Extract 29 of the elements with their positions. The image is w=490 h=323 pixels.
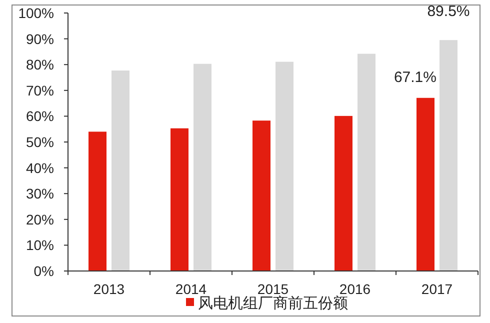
- bar: [170, 128, 188, 271]
- legend-label: 风电机组厂商前五份额: [198, 295, 348, 312]
- y-tick-label: 70%: [26, 82, 54, 98]
- y-tick-label: 40%: [26, 160, 54, 176]
- bar: [112, 70, 130, 271]
- bar: [194, 64, 212, 271]
- y-tick-label: 30%: [26, 186, 54, 202]
- bar: [88, 132, 106, 271]
- data-label: 67.1%: [394, 68, 436, 86]
- bar: [276, 62, 294, 271]
- x-tick-label: 2017: [421, 281, 453, 297]
- bar: [440, 40, 458, 271]
- y-tick-label: 10%: [26, 237, 54, 254]
- y-tick-label: 50%: [26, 134, 54, 150]
- y-tick-label: 20%: [26, 211, 54, 228]
- y-tick-label: 90%: [26, 30, 54, 47]
- x-tick-label: 2014: [175, 281, 207, 297]
- x-tick-label: 2015: [257, 281, 289, 297]
- x-tick-label: 2016: [339, 281, 371, 297]
- x-tick-label: 2013: [93, 281, 125, 297]
- y-tick-label: 60%: [26, 108, 54, 124]
- bar: [416, 98, 434, 271]
- y-tick-label: 80%: [26, 56, 54, 73]
- y-tick-label: 0%: [34, 263, 54, 279]
- bar: [358, 54, 376, 271]
- data-label: 89.5%: [427, 3, 470, 20]
- y-tick-label: 100%: [18, 5, 54, 21]
- bar: [252, 120, 270, 271]
- bar: [334, 116, 352, 271]
